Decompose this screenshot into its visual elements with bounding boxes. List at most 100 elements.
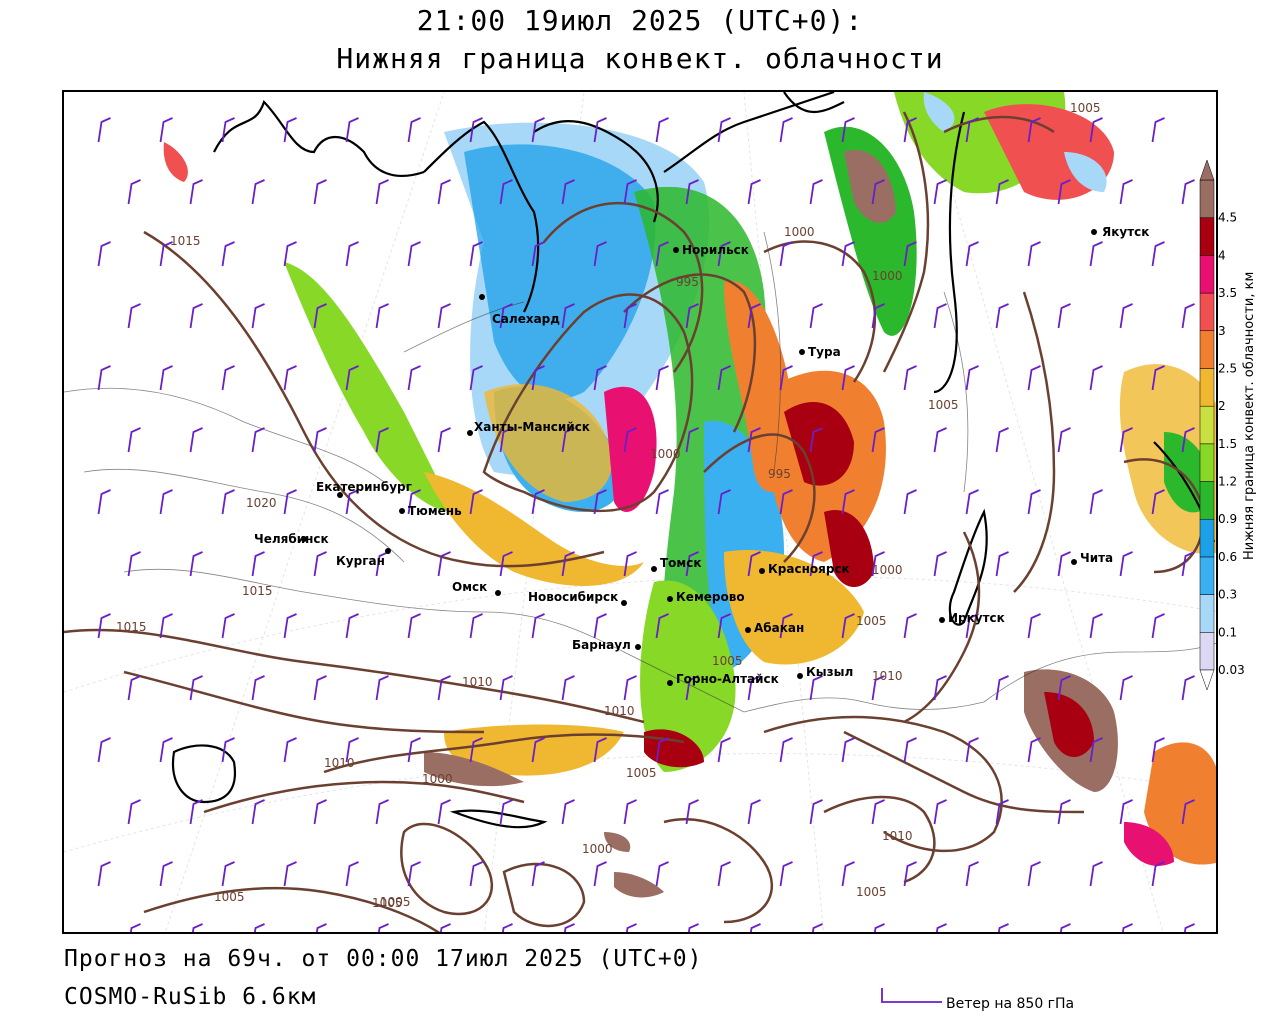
city-label: Тюмень <box>408 504 462 518</box>
wind-barb <box>593 737 607 763</box>
wind-barb <box>437 799 451 825</box>
isobar-label: 1005 <box>928 398 959 412</box>
wind-barb <box>1119 675 1133 701</box>
city-marker <box>1071 559 1077 565</box>
wind-barb <box>499 551 513 577</box>
isobar-label: 1000 <box>582 842 613 856</box>
city-label: Кемерово <box>676 590 745 604</box>
wind-barb <box>313 551 327 577</box>
wind-barb <box>623 427 637 453</box>
wind-barb <box>1181 551 1195 577</box>
wind-barb <box>499 675 513 701</box>
isobar-label: 1005 <box>1070 101 1101 115</box>
wind-barb <box>1057 799 1071 825</box>
colorbar-tick-label: 4.5 <box>1218 211 1237 225</box>
isobar-label: 1010 <box>604 704 635 718</box>
wind-barb <box>965 861 979 887</box>
wind-barb <box>251 551 265 577</box>
wind-barb <box>313 303 327 329</box>
city-markers: Салехард Норильск Тура Якутск Ханты-Мансийск… <box>254 225 1149 686</box>
city-marker <box>635 644 641 650</box>
city-marker <box>385 548 391 554</box>
wind-barb <box>995 427 1009 453</box>
wind-barb <box>316 923 327 932</box>
wind-barb <box>903 737 917 763</box>
city-marker <box>667 680 673 686</box>
wind-barb <box>688 923 699 932</box>
wind-barb <box>192 923 203 932</box>
wind-barb <box>1181 303 1195 329</box>
wind-barb <box>685 179 699 205</box>
isobar-label: 1010 <box>872 669 903 683</box>
wind-barb <box>1027 737 1041 763</box>
city-marker <box>799 349 805 355</box>
wind-barb <box>903 117 917 143</box>
wind-barb <box>779 117 793 143</box>
wind-barb <box>593 489 607 515</box>
wind-barb <box>685 303 699 329</box>
wind-barb <box>97 365 111 391</box>
city-label: Тура <box>808 345 841 359</box>
wind-barb <box>531 117 545 143</box>
wind-barb <box>313 799 327 825</box>
wind-barb <box>655 737 669 763</box>
wind-barb <box>1057 551 1071 577</box>
wind-barb <box>685 675 699 701</box>
isobar-label: 1005 <box>856 614 887 628</box>
wind-barb <box>251 675 265 701</box>
wind-barb <box>747 303 761 329</box>
colorbar-swatch-3.5 <box>1199 255 1215 294</box>
city-label: Новосибирск <box>528 590 618 604</box>
wind-barb <box>717 613 731 639</box>
wind-barb <box>1089 117 1103 143</box>
forecast-info: Прогноз на 69ч. от 00:00 17июл 2025 (UTC… <box>64 946 703 972</box>
wind-barb <box>1119 427 1133 453</box>
wind-barb <box>841 737 855 763</box>
isobar-labels: 1015 1020 1015 1015 1010 1010 1010 1005 1000 1005… <box>116 101 1101 910</box>
wind-barb <box>841 489 855 515</box>
wind-barb <box>841 241 855 267</box>
wind-barb <box>502 923 513 932</box>
wind-barb <box>221 117 235 143</box>
city-label: Омск <box>452 580 487 594</box>
wind-barb <box>936 923 947 932</box>
wind-barb <box>779 241 793 267</box>
wind-barb <box>127 551 141 577</box>
city-marker <box>479 294 485 300</box>
wind-barb <box>685 427 699 453</box>
wind-barb <box>469 241 483 267</box>
wind-barb <box>1151 117 1165 143</box>
wind-barb <box>1057 675 1071 701</box>
wind-barb <box>1151 489 1165 515</box>
wind-barb <box>469 489 483 515</box>
wind-barb <box>283 613 297 639</box>
isobar-label: 1005 <box>626 766 657 780</box>
wind-barb <box>1151 365 1165 391</box>
wind-barb <box>283 365 297 391</box>
map-canvas: 1015 1020 1015 1015 1010 1010 1010 1005 1000 1005… <box>64 92 1216 932</box>
wind-barb <box>717 117 731 143</box>
wind-barb <box>345 737 359 763</box>
wind-barb <box>531 489 545 515</box>
isobar-label: 1000 <box>872 269 903 283</box>
wind-barb <box>809 799 823 825</box>
wind-barb <box>655 489 669 515</box>
wind-barb <box>1151 861 1165 887</box>
colorbar-swatch-2 <box>1199 368 1215 407</box>
wind-barb <box>1027 489 1041 515</box>
colorbar-tick-label: 4 <box>1218 248 1226 262</box>
wind-barb <box>97 613 111 639</box>
colorbar-swatch-0.3 <box>1199 556 1215 595</box>
wind-barb <box>437 675 451 701</box>
city-marker <box>759 568 765 574</box>
wind-barb <box>345 861 359 887</box>
isobar-label: 995 <box>768 467 791 481</box>
city-label: Курган <box>336 554 385 568</box>
wind-barb <box>747 799 761 825</box>
wind-barb <box>378 923 389 932</box>
wind-barb <box>189 799 203 825</box>
colorbar-title: Нижняя граница конвект. облачности, км <box>1242 271 1257 560</box>
wind-barb <box>995 799 1009 825</box>
wind-barb <box>965 737 979 763</box>
wind-barb <box>375 179 389 205</box>
